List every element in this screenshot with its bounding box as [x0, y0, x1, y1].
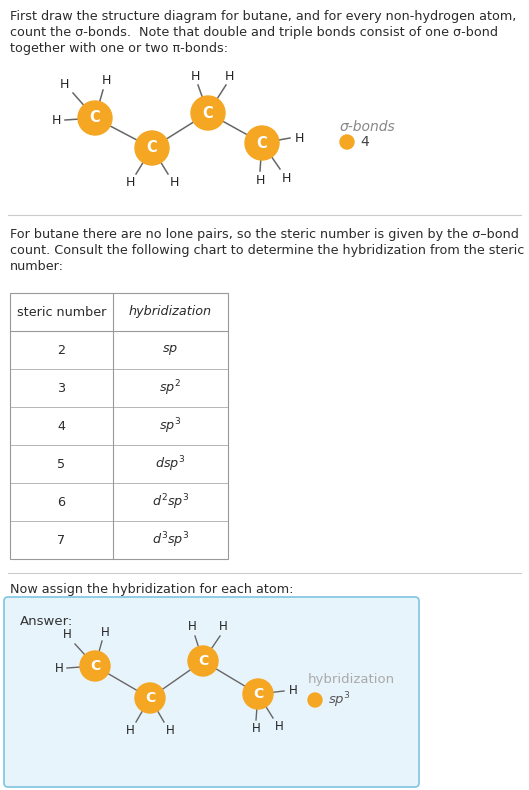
Circle shape — [135, 683, 165, 713]
Text: count the σ-bonds.  Note that double and triple bonds consist of one σ-bond: count the σ-bonds. Note that double and … — [10, 26, 498, 39]
Text: H: H — [125, 724, 134, 738]
Text: 4: 4 — [360, 135, 369, 149]
Text: $\it{sp}^3$: $\it{sp}^3$ — [328, 690, 351, 709]
Text: steric number: steric number — [17, 306, 106, 318]
Text: number:: number: — [10, 260, 64, 273]
Text: C: C — [253, 687, 263, 701]
Circle shape — [80, 651, 110, 681]
Text: Answer:: Answer: — [20, 615, 73, 628]
Text: C: C — [90, 659, 100, 673]
FancyBboxPatch shape — [4, 597, 419, 787]
Text: hybridization: hybridization — [308, 674, 395, 687]
Text: 5: 5 — [58, 457, 66, 471]
Text: C: C — [145, 691, 155, 705]
Text: H: H — [275, 720, 284, 733]
Text: H: H — [101, 626, 110, 638]
Text: For butane there are no lone pairs, so the steric number is given by the σ–bond: For butane there are no lone pairs, so t… — [10, 228, 519, 241]
Circle shape — [245, 126, 279, 160]
Text: C: C — [257, 136, 267, 151]
Text: 3: 3 — [58, 382, 66, 394]
Text: C: C — [147, 141, 157, 156]
Text: $\it{sp}^3$: $\it{sp}^3$ — [159, 416, 181, 436]
Text: σ-bonds: σ-bonds — [340, 120, 396, 134]
Text: 7: 7 — [58, 533, 66, 547]
Text: H: H — [54, 661, 63, 675]
Circle shape — [191, 96, 225, 130]
Text: H: H — [256, 174, 264, 186]
Text: $\it{d}^2\it{sp}^3$: $\it{d}^2\it{sp}^3$ — [152, 492, 189, 512]
Text: H: H — [294, 131, 304, 145]
Text: H: H — [62, 629, 71, 641]
Circle shape — [135, 131, 169, 165]
Text: H: H — [252, 723, 260, 735]
Circle shape — [243, 679, 273, 709]
Text: together with one or two π-bonds:: together with one or two π-bonds: — [10, 42, 228, 55]
Text: C: C — [89, 111, 101, 126]
Text: C: C — [198, 654, 208, 668]
Text: H: H — [125, 176, 135, 190]
Text: 2: 2 — [58, 344, 66, 356]
Text: 6: 6 — [58, 495, 66, 509]
Text: Now assign the hybridization for each atom:: Now assign the hybridization for each at… — [10, 583, 294, 596]
Circle shape — [188, 646, 218, 676]
FancyBboxPatch shape — [10, 293, 228, 559]
Text: H: H — [190, 70, 199, 82]
Text: H: H — [169, 176, 179, 190]
Text: H: H — [51, 114, 61, 126]
Text: C: C — [203, 106, 213, 121]
Text: H: H — [281, 171, 291, 185]
Text: H: H — [224, 70, 234, 82]
Text: hybridization: hybridization — [129, 306, 212, 318]
Text: $\it{d}^3\it{sp}^3$: $\it{d}^3\it{sp}^3$ — [152, 530, 189, 550]
Text: count. Consult the following chart to determine the hybridization from the steri: count. Consult the following chart to de… — [10, 244, 524, 257]
Text: H: H — [166, 724, 175, 738]
Text: First draw the structure diagram for butane, and for every non-hydrogen atom,: First draw the structure diagram for but… — [10, 10, 516, 23]
Text: H: H — [218, 620, 227, 634]
Text: $\it{sp}^2$: $\it{sp}^2$ — [159, 378, 181, 398]
Text: H: H — [59, 77, 69, 91]
Text: H: H — [289, 684, 297, 698]
Circle shape — [308, 693, 322, 707]
Text: H: H — [102, 74, 111, 88]
Circle shape — [78, 101, 112, 135]
Text: 4: 4 — [58, 419, 66, 432]
Circle shape — [340, 135, 354, 149]
Text: $\it{sp}$: $\it{sp}$ — [162, 343, 179, 357]
Text: H: H — [188, 620, 196, 634]
Text: $\it{dsp}^3$: $\it{dsp}^3$ — [156, 454, 186, 474]
